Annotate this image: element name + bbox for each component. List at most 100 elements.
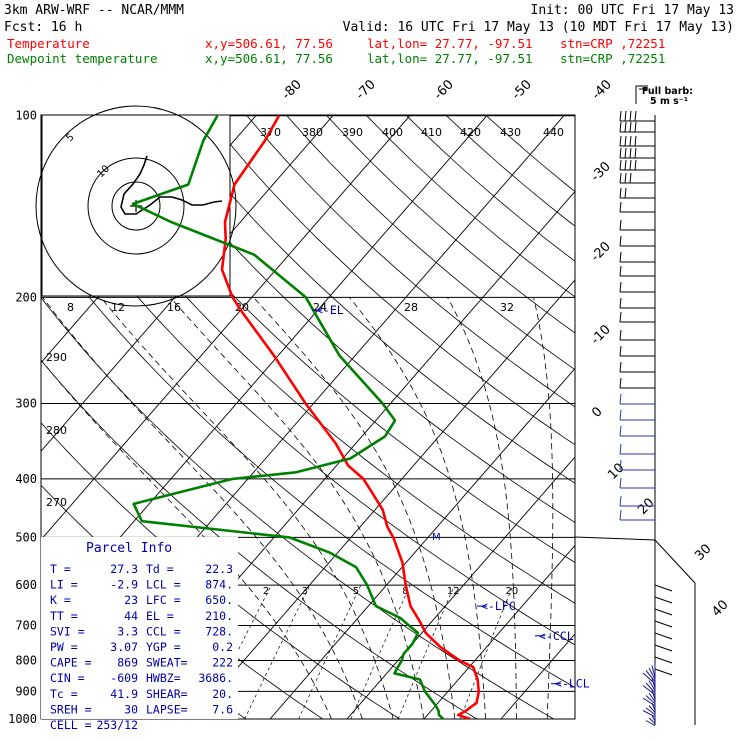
hodograph-ring	[111, 181, 161, 231]
wind-barb	[648, 692, 656, 702]
lcl-marker: <-LCL	[555, 677, 590, 691]
isotherm-tick-label: 10	[605, 461, 627, 483]
parcel-info-key: SHEAR=	[146, 687, 188, 701]
isotherm-tick-label: -10	[588, 322, 614, 348]
pressure-tick-label: 400	[15, 472, 37, 486]
wind-barb-flag	[619, 297, 622, 309]
temp-xy-label: x,y=506.61, 77.56	[205, 36, 333, 51]
mixing-ratio-label: 12	[447, 586, 460, 597]
theta-tick-label: 390	[342, 126, 363, 139]
wind-barb-flag	[619, 345, 622, 357]
theta-e-tick-label: 24	[313, 301, 327, 314]
parcel-info-key: LI =	[50, 578, 78, 592]
wind-barb	[654, 668, 673, 676]
frame-corner-line	[574, 536, 696, 725]
wind-barb-flag	[624, 147, 627, 159]
theta-e-left-label: 290	[46, 351, 67, 364]
wind-barb	[654, 620, 673, 628]
parcel-info-value: 27.3	[110, 562, 138, 576]
isotherm-line	[269, 367, 575, 719]
hodograph-ring	[87, 157, 185, 255]
wind-barb	[654, 608, 673, 616]
wind-barb-flag	[619, 361, 622, 373]
wind-barb-flag	[619, 311, 622, 323]
pressure-tick-label: 300	[15, 397, 37, 411]
wind-barb	[654, 632, 673, 640]
parcel-info-value: 0.2	[212, 640, 233, 654]
dry-adiabat-line	[0, 116, 15, 719]
temp-stn-label: stn=CRP ,72251	[560, 36, 665, 51]
wind-barb-flag	[624, 135, 627, 147]
wind-barb-flag	[634, 147, 637, 159]
temperature-curve	[220, 115, 481, 719]
isotherm-tick-label: 40	[709, 598, 731, 620]
wind-barb-flag	[629, 135, 632, 147]
parcel-info-key: T =	[50, 562, 71, 576]
theta-tick-label: 400	[382, 126, 403, 139]
parcel-info-value: -609	[110, 671, 138, 685]
melting-level-marker: M	[432, 532, 441, 543]
parcel-info-key: Tc =	[50, 687, 78, 701]
wind-barb	[645, 670, 656, 682]
pressure-tick-label: 700	[15, 619, 37, 633]
hodograph-ring	[35, 105, 237, 307]
wind-barb-flag	[634, 110, 637, 122]
lfc-marker: <-LFC	[481, 599, 516, 613]
wind-barb-flag	[624, 121, 627, 133]
isotherm-tick-label: -20	[588, 239, 614, 265]
theta-e-tick-label: 8	[67, 301, 74, 314]
parcel-info-key: CELL =	[50, 718, 92, 732]
theta-tick-label: 410	[421, 126, 442, 139]
wind-barb	[642, 710, 656, 718]
parcel-info-value: 3686.	[198, 671, 233, 685]
wind-barb-flag	[619, 251, 622, 263]
parcel-info-key: HWBZ=	[146, 671, 181, 685]
isotherm-tick-label: -70	[353, 77, 379, 103]
wind-barb	[651, 677, 656, 689]
wind-barb-flag	[619, 201, 622, 213]
parcel-info-value: 869	[117, 656, 138, 670]
parcel-info-value: 30	[124, 702, 138, 716]
parcel-info-value: 222	[212, 656, 233, 670]
dry-adiabat-line	[47, 115, 575, 604]
theta-tick-label: 430	[500, 126, 521, 139]
isotherm-tick-label: -30	[588, 159, 614, 185]
wind-barb-flag	[619, 110, 622, 122]
wind-barb	[654, 644, 673, 652]
parcel-info-value: 20.	[212, 687, 233, 701]
wind-barb	[651, 690, 656, 700]
wind-barb-flag	[629, 159, 632, 171]
dew-stn-label: stn=CRP ,72251	[560, 51, 665, 66]
init-label: Init: 00 UTC Fri 17 May 13	[531, 3, 735, 18]
parcel-info-key: CCL =	[146, 624, 181, 638]
dewpoint-curve	[131, 115, 445, 719]
barb-legend-icon	[635, 85, 648, 104]
parcel-info-value: 3.3	[117, 624, 138, 638]
wind-barb-flag	[624, 187, 627, 199]
wind-barb-flag	[619, 172, 622, 184]
parcel-info-key: K =	[50, 593, 71, 607]
wind-barb-flag	[629, 147, 632, 159]
parcel-info-value: 23	[124, 593, 138, 607]
dry-adiabat-line	[166, 115, 575, 484]
pressure-tick-label: 600	[15, 578, 37, 592]
wind-barbs	[619, 110, 673, 727]
parcel-info-key: CIN =	[50, 671, 85, 685]
theta-tick-label: 440	[543, 126, 564, 139]
wind-barb-flag	[619, 495, 622, 507]
wind-barb	[651, 665, 656, 678]
mixing-ratio-label: 2	[263, 586, 269, 597]
wind-barb-flag	[619, 393, 622, 405]
el-marker: <-EL	[316, 303, 344, 317]
parcel-info-value: 3.07	[110, 640, 138, 654]
parcel-info-key: YGP =	[146, 640, 181, 654]
pressure-tick-label: 900	[15, 684, 37, 698]
valid-label: Valid: 16 UTC Fri 17 May 13 (10 MDT Fri …	[343, 20, 734, 35]
mixing-ratio-line	[350, 585, 411, 719]
wind-barb-flag	[619, 159, 622, 171]
parcel-info-value: 253/12	[96, 718, 138, 732]
wind-barb-flag	[624, 159, 627, 171]
parcel-info-value: 7.6	[212, 702, 233, 716]
dew-legend-label: Dewpoint temperature	[7, 51, 158, 66]
